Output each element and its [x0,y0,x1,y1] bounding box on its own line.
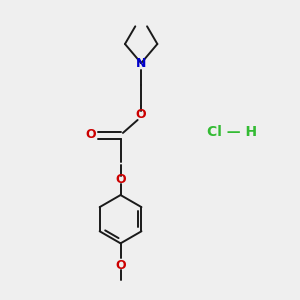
Text: O: O [136,108,146,121]
Text: Cl — H: Cl — H [207,125,257,139]
Text: O: O [85,128,95,142]
Text: O: O [115,173,126,186]
Text: O: O [115,259,126,272]
Text: N: N [136,57,146,70]
